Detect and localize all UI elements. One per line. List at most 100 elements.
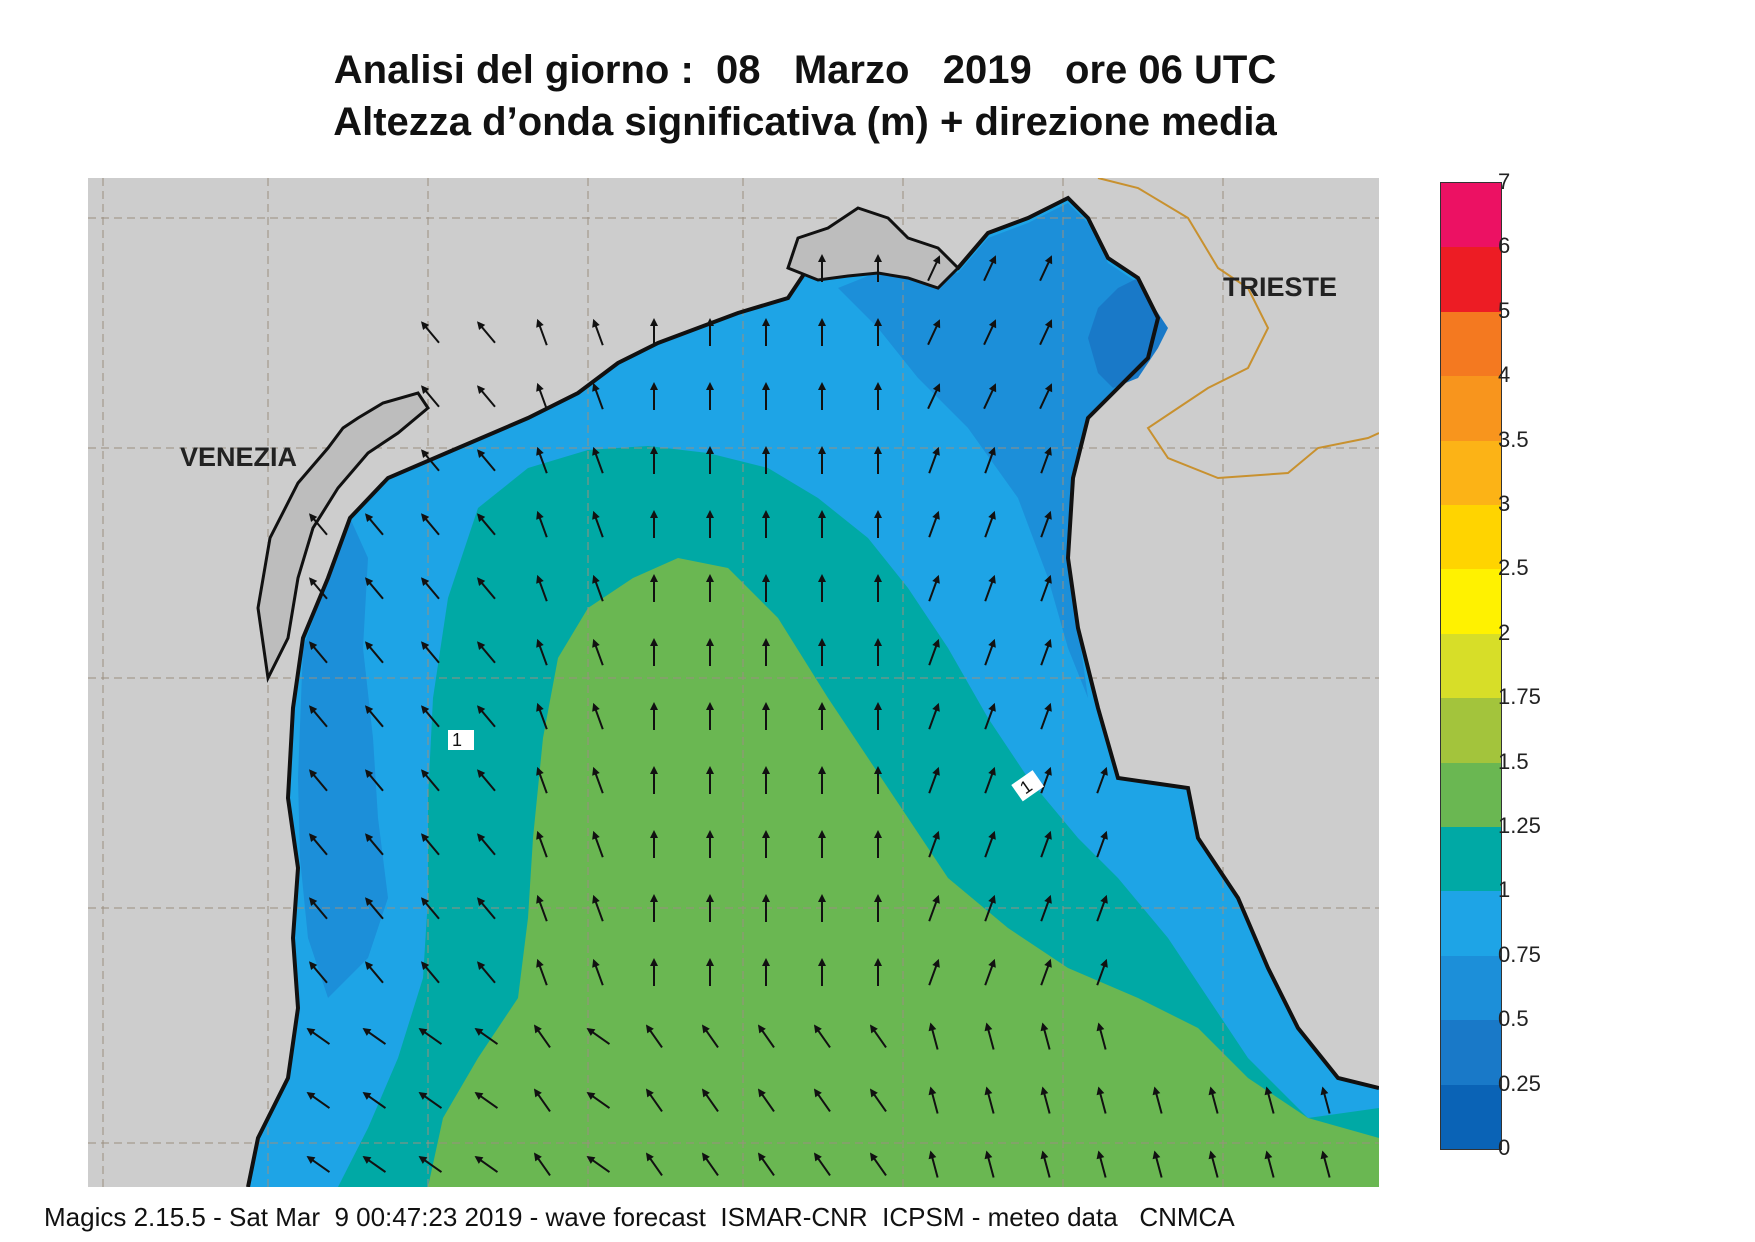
wave-arrow — [650, 702, 658, 730]
wave-arrow — [984, 766, 996, 794]
footer-credits: Magics 2.15.5 - Sat Mar 9 00:47:23 2019 … — [44, 1202, 1235, 1232]
wave-arrow — [365, 769, 384, 792]
wave-arrow — [874, 254, 882, 282]
wave-arrow — [536, 574, 548, 602]
wave-arrow — [701, 1152, 719, 1177]
wave-arrow — [1040, 830, 1052, 858]
wave-arrow — [1320, 1086, 1331, 1114]
wave-arrow — [365, 833, 384, 856]
contour-label-1-east: 1 — [1011, 770, 1045, 802]
wave-arrow — [706, 382, 714, 410]
wave-arrow — [1040, 766, 1052, 794]
wave-arrow — [477, 705, 496, 728]
wave-arrow — [421, 961, 440, 984]
wave-arrow — [869, 1152, 887, 1177]
wave-arrow — [418, 1027, 443, 1045]
wave-arrow — [421, 705, 440, 728]
wave-arrow — [592, 382, 604, 410]
wave-arrow — [650, 446, 658, 474]
wave-arrow — [762, 766, 770, 794]
wave-arrow — [928, 510, 940, 538]
wave-arrow — [874, 510, 882, 538]
wave-arrow — [421, 769, 440, 792]
wave-arrow — [650, 638, 658, 666]
wave-arrow — [421, 641, 440, 664]
legend-swatch — [1441, 827, 1501, 892]
wave-arrow — [1039, 319, 1053, 346]
wave-arrow — [984, 446, 996, 474]
legend-tick-label: 0 — [1498, 1135, 1511, 1160]
sea-band-05-075-west — [298, 518, 388, 998]
wave-arrow — [706, 702, 714, 730]
wave-arrow — [421, 833, 440, 856]
wave-arrow — [474, 1091, 499, 1109]
wave-arrow — [650, 894, 658, 922]
wave-arrow — [928, 446, 940, 474]
wave-arrow — [818, 638, 826, 666]
wave-arrow — [306, 1155, 331, 1173]
wave-arrow — [536, 894, 548, 922]
wave-arrow — [592, 574, 604, 602]
wave-arrow — [818, 318, 826, 346]
wave-arrow — [1039, 255, 1053, 282]
wave-arrow — [983, 319, 997, 346]
wave-arrow — [421, 385, 440, 408]
wave-arrow — [874, 830, 882, 858]
wave-arrow — [477, 833, 496, 856]
wave-arrow — [1039, 383, 1053, 410]
wave-arrow — [1096, 958, 1108, 986]
wave-arrow — [421, 513, 440, 536]
wave-arrow — [418, 1155, 443, 1173]
wave-arrow — [1208, 1086, 1219, 1114]
wave-arrow — [309, 769, 328, 792]
wave-arrow — [701, 1088, 719, 1113]
wave-arrow — [818, 958, 826, 986]
wave-arrow — [1096, 894, 1108, 922]
legend-tick-label: 1.25 — [1498, 813, 1541, 838]
wave-arrow — [818, 382, 826, 410]
wave-arrow — [1096, 1086, 1107, 1114]
wave-arrow — [757, 1152, 775, 1177]
wave-arrow — [645, 1152, 663, 1177]
grid-lines — [88, 178, 1379, 1187]
wave-arrow — [536, 382, 548, 410]
wave-arrow — [984, 1086, 995, 1114]
legend-tick-label: 5 — [1498, 297, 1511, 323]
wave-arrow — [533, 1152, 551, 1177]
wave-arrow — [701, 1024, 719, 1049]
wave-arrow — [869, 1088, 887, 1113]
wave-arrow — [927, 383, 941, 410]
wave-arrow — [984, 702, 996, 730]
wave-arrow — [813, 1024, 831, 1049]
wave-arrow — [477, 897, 496, 920]
wave-arrow — [650, 382, 658, 410]
legend-tick-label: 3 — [1498, 491, 1511, 516]
wave-arrow — [818, 830, 826, 858]
wave-arrow — [536, 830, 548, 858]
wave-arrow — [706, 510, 714, 538]
legend-tick-label: 0.25 — [1498, 1070, 1541, 1096]
wave-arrow — [928, 1150, 939, 1178]
wave-arrow — [592, 510, 604, 538]
wave-arrow — [1040, 510, 1052, 538]
wave-arrow — [984, 1022, 995, 1050]
wave-arrow — [645, 1088, 663, 1113]
legend-swatch — [1441, 183, 1501, 248]
wave-arrow — [757, 1088, 775, 1113]
wave-arrow — [984, 894, 996, 922]
wave-arrow — [592, 318, 604, 346]
wave-arrow — [1040, 702, 1052, 730]
wave-arrow — [365, 513, 384, 536]
wave-arrow — [984, 510, 996, 538]
legend-tick-label: 7 — [1498, 169, 1511, 194]
wave-arrow — [477, 577, 496, 600]
wave-arrow — [586, 1027, 611, 1045]
wave-arrow — [477, 449, 496, 472]
wave-arrow — [1040, 574, 1052, 602]
map-subtitle: Altezza d’onda significativa (m) + direz… — [333, 100, 1277, 144]
wave-arrow — [536, 958, 548, 986]
legend-tick-label: 0.5 — [1498, 1006, 1529, 1032]
wave-arrow — [1264, 1150, 1275, 1178]
wave-arrow — [813, 1088, 831, 1113]
wave-arrow — [536, 446, 548, 474]
